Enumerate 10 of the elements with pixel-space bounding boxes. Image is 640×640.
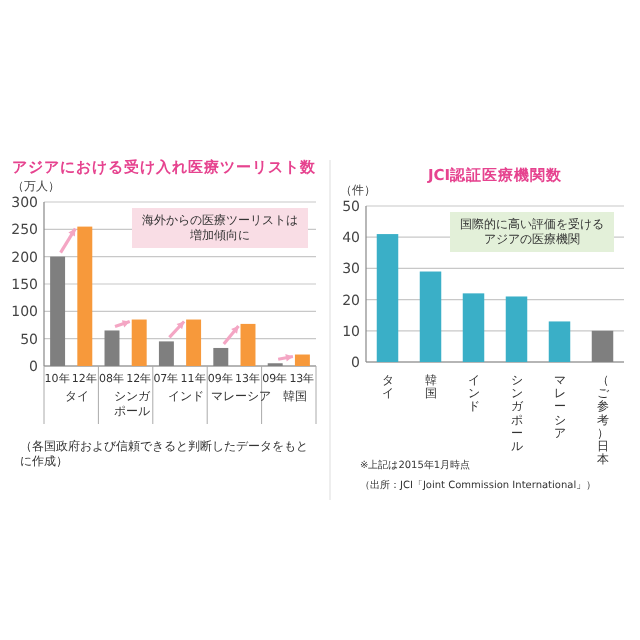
bar <box>505 296 528 362</box>
bar <box>186 319 202 366</box>
bar <box>419 271 442 362</box>
bar <box>548 321 571 362</box>
bar <box>240 323 256 366</box>
bar <box>131 319 147 366</box>
bar <box>294 354 310 366</box>
bar <box>376 234 399 362</box>
bar <box>462 293 485 362</box>
bar <box>77 226 93 366</box>
